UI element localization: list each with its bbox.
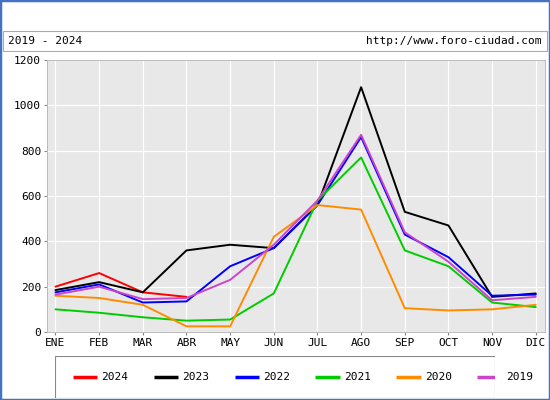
Text: 2024: 2024 <box>101 372 128 382</box>
Text: http://www.foro-ciudad.com: http://www.foro-ciudad.com <box>366 36 542 46</box>
Text: 2021: 2021 <box>344 372 371 382</box>
Text: 2019: 2019 <box>506 372 533 382</box>
Text: 2019 - 2024: 2019 - 2024 <box>8 36 82 46</box>
Text: 2022: 2022 <box>263 372 290 382</box>
Text: 2020: 2020 <box>425 372 452 382</box>
Text: 2023: 2023 <box>182 372 209 382</box>
Text: Evolucion Nº Turistas Extranjeros en el municipio de Camariñas: Evolucion Nº Turistas Extranjeros en el … <box>55 8 495 22</box>
